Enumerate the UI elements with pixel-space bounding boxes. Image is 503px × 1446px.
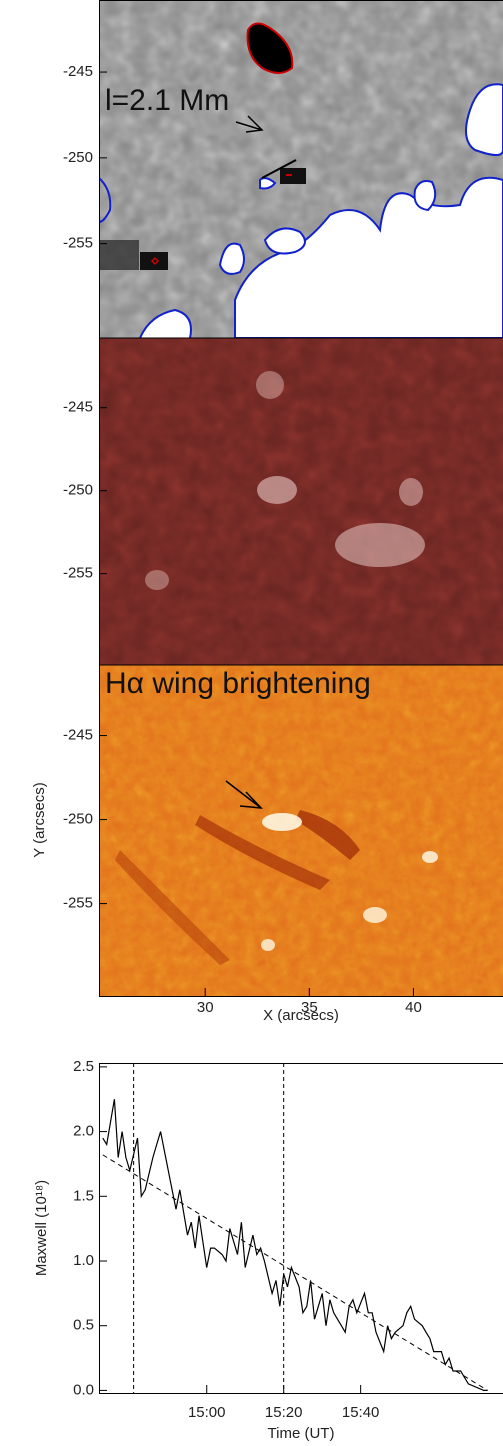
x-tick-label: 35 bbox=[301, 999, 318, 1016]
y-tick-label: -245 bbox=[63, 63, 93, 80]
y-tick-label: -255 bbox=[63, 565, 93, 582]
y-tick-label: -250 bbox=[63, 811, 93, 828]
x-tick-label: 30 bbox=[197, 999, 214, 1016]
x-tick-label: 15:40 bbox=[342, 1404, 380, 1421]
x-tick-label: 15:00 bbox=[188, 1404, 226, 1421]
y-tick-label: -245 bbox=[63, 727, 93, 744]
euv-panel bbox=[99, 338, 503, 665]
y-tick-label: -250 bbox=[63, 149, 93, 166]
y-tick-label: 1.0 bbox=[73, 1252, 94, 1269]
y-tick-label: 2.0 bbox=[73, 1123, 94, 1140]
magnetogram-panel bbox=[99, 0, 503, 338]
y-tick-label: 2.5 bbox=[73, 1058, 94, 1075]
y-axis-label: Maxwell (10¹⁸) bbox=[33, 1180, 50, 1276]
y-tick-label: -255 bbox=[63, 235, 93, 252]
y-tick-label: -245 bbox=[63, 399, 93, 416]
figure: l=2.1 Mm Hα wing brightening X (arcsecs)… bbox=[0, 0, 503, 1446]
x-axis-label: Time (UT) bbox=[268, 1425, 335, 1442]
y-tick-label: -255 bbox=[63, 895, 93, 912]
data-line bbox=[103, 1099, 488, 1390]
y-tick-label: 0.5 bbox=[73, 1317, 94, 1334]
y-tick-label: -250 bbox=[63, 482, 93, 499]
annotation: Hα wing brightening bbox=[105, 667, 371, 700]
trend-line bbox=[103, 1155, 488, 1391]
y-tick-label: 1.5 bbox=[73, 1187, 94, 1204]
annotation: l=2.1 Mm bbox=[105, 84, 229, 117]
y-tick-label: 0.0 bbox=[73, 1381, 94, 1398]
y-axis-label: Y (arcsecs) bbox=[31, 782, 48, 858]
halpha-panel bbox=[99, 665, 503, 996]
x-tick-label: 40 bbox=[405, 999, 422, 1016]
x-tick-label: 15:20 bbox=[265, 1404, 303, 1421]
